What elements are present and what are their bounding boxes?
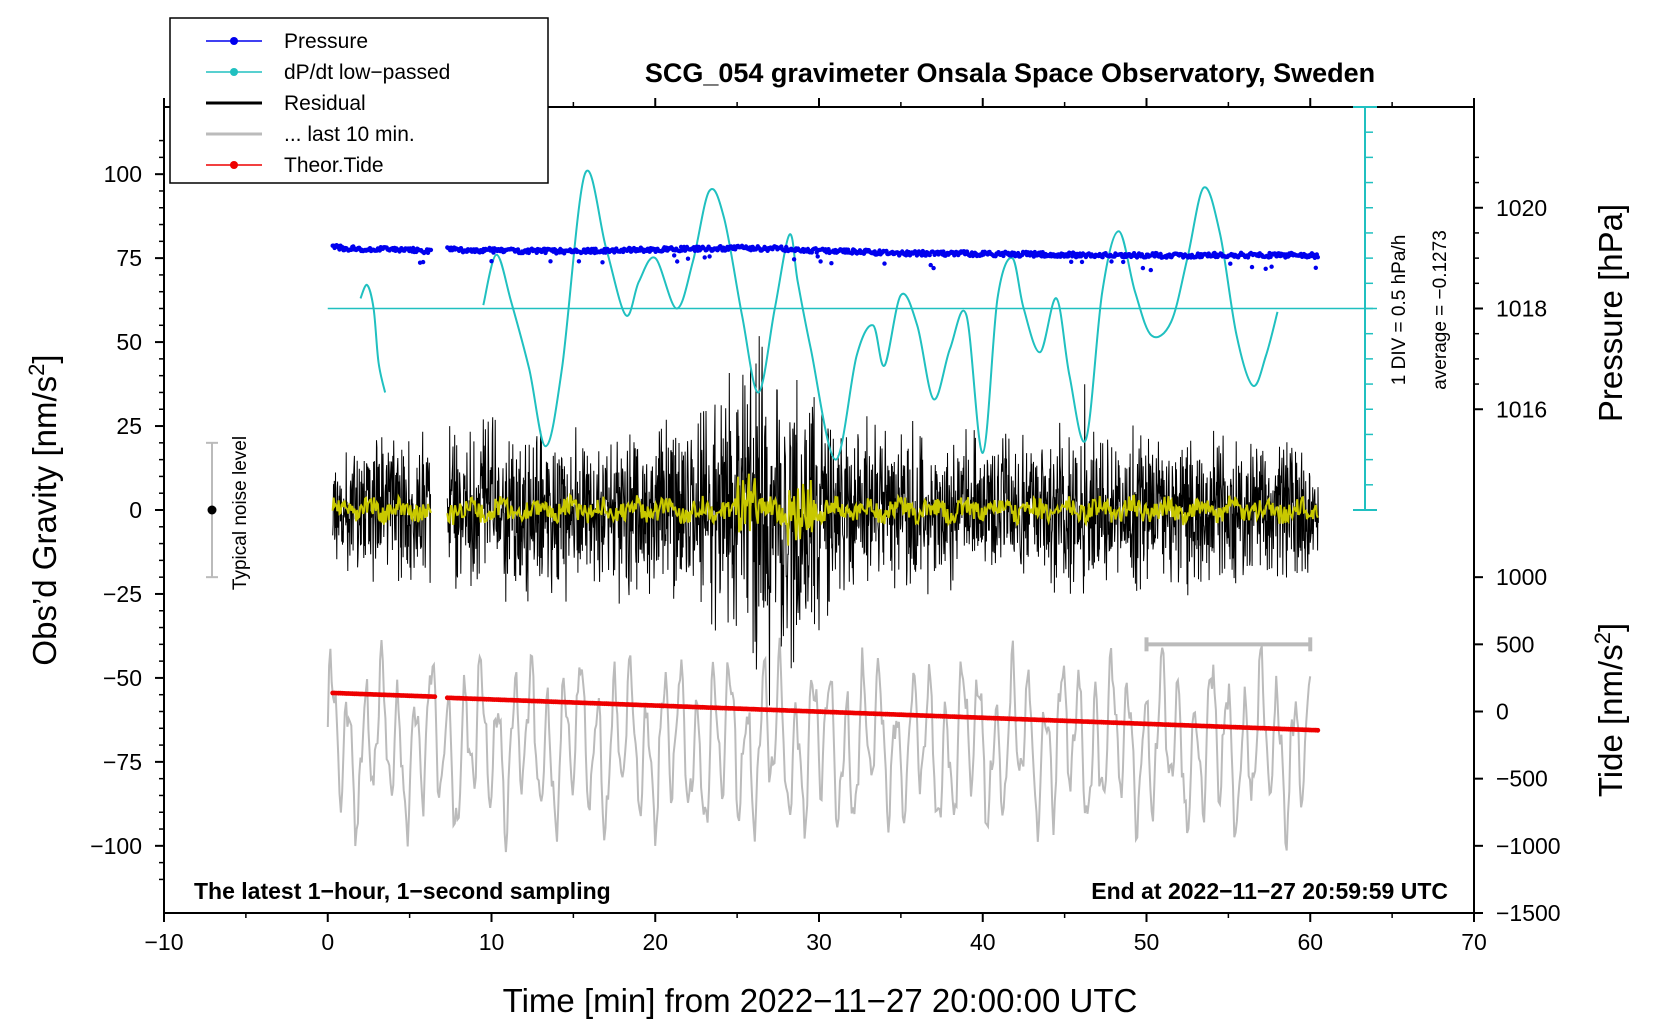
tide-tick-label: −1000 <box>1496 833 1561 859</box>
pressure-point <box>818 259 823 264</box>
legend-marker <box>230 161 238 169</box>
tide-tick-label: −500 <box>1496 766 1548 792</box>
pressure-point <box>1313 265 1319 270</box>
x-tick-label: 10 <box>479 929 505 955</box>
legend-marker <box>230 37 238 45</box>
y-axis-label-left: Obs’d Gravity [nm/s2] <box>24 354 63 665</box>
y-tick-label: −75 <box>103 749 142 775</box>
pressure-point <box>1315 255 1321 260</box>
y-tick-label: −25 <box>103 581 142 607</box>
y-tick-label: 0 <box>129 497 142 523</box>
pressure-point <box>1269 264 1274 269</box>
pressure-point <box>1158 251 1163 257</box>
y-tick-label: 25 <box>116 413 142 439</box>
x-tick-label: 40 <box>970 929 996 955</box>
x-tick-label: 60 <box>1297 929 1323 955</box>
pressure-point <box>1263 266 1268 271</box>
x-axis-label: Time [min] from 2022−11−27 20:00:00 UTC <box>503 982 1138 1019</box>
legend-label: dP/dt low−passed <box>284 61 450 84</box>
pressure-point <box>1109 259 1114 264</box>
series-residual <box>332 431 431 583</box>
pressure-point <box>1069 259 1074 264</box>
pressure-point <box>791 257 797 262</box>
y-tick-label: 100 <box>104 161 142 187</box>
pressure-point <box>685 256 691 261</box>
pressure-point <box>548 259 553 264</box>
average-label: average = −0.1273 <box>1430 230 1451 390</box>
end-time-note: End at 2022−11−27 20:59:59 UTC <box>1091 878 1448 904</box>
series-dpdt <box>359 283 387 393</box>
x-tick-label: −10 <box>144 929 183 955</box>
y-tick-label: 50 <box>116 329 142 355</box>
pressure-tick-label: 1016 <box>1496 396 1547 422</box>
pressure-point <box>1249 264 1255 270</box>
y-tick-label: −100 <box>90 833 142 859</box>
series-residual-smoothed <box>331 493 432 525</box>
pressure-point <box>702 255 707 260</box>
y-tick-label: 75 <box>116 245 142 271</box>
pressure-point <box>707 254 712 259</box>
pressure-point <box>420 259 426 265</box>
pressure-point <box>428 247 434 253</box>
pressure-point <box>931 265 936 271</box>
chart-title: SCG_054 gravimeter Onsala Space Observat… <box>645 58 1375 88</box>
noise-level-label: Typical noise level <box>230 436 251 590</box>
tide-point <box>432 694 438 700</box>
tide-point <box>1315 727 1321 733</box>
x-tick-label: 50 <box>1134 929 1160 955</box>
pressure-point <box>829 261 834 266</box>
pressure-point <box>1079 259 1085 265</box>
legend-box <box>169 17 549 184</box>
legend-label: ... last 10 min. <box>284 123 415 146</box>
pressure-point <box>849 251 855 256</box>
legend-label: Theor.Tide <box>284 154 384 177</box>
pressure-point <box>815 254 820 259</box>
series-residual <box>446 336 1319 706</box>
y-tick-label: −50 <box>103 665 142 691</box>
pressure-point <box>576 259 582 264</box>
tide-tick-label: −1500 <box>1496 900 1561 926</box>
pressure-tick-label: 1020 <box>1496 195 1547 221</box>
pressure-point <box>672 253 677 258</box>
legend-marker <box>230 68 238 76</box>
pressure-point <box>927 252 932 258</box>
legend-label: Residual <box>284 92 366 115</box>
series-dpdt <box>482 169 1279 461</box>
tide-axis-label: Tide [nm/s2] <box>1590 623 1629 797</box>
legend: Pressure dP/dt low−passed Residual ... last… <box>169 17 549 184</box>
tide-tick-label: 0 <box>1496 699 1509 725</box>
pressure-point <box>600 260 605 265</box>
div-scale-label: 1 DIV = 0.5 hPa/h <box>1389 235 1410 386</box>
series-last-10-min <box>326 637 1312 853</box>
x-tick-label: 20 <box>642 929 668 955</box>
noise-level-dot <box>207 505 217 515</box>
series-residual-smoothed <box>446 473 1319 546</box>
tide-tick-label: 1000 <box>1496 564 1547 590</box>
pressure-point <box>1140 265 1146 271</box>
x-tick-label: 0 <box>321 929 334 955</box>
pressure-point <box>941 249 946 254</box>
pressure-point <box>593 246 598 251</box>
pressure-point <box>882 261 887 266</box>
pressure-point <box>675 259 680 264</box>
pressure-tick-label: 1018 <box>1496 296 1547 322</box>
pressure-point <box>928 262 933 268</box>
pressure-point <box>1228 261 1233 266</box>
x-tick-label: 70 <box>1461 929 1487 955</box>
pressure-axis-label: Pressure [hPa] <box>1592 204 1629 422</box>
x-tick-label: 30 <box>806 929 832 955</box>
legend-label: Pressure <box>284 30 368 53</box>
pressure-point <box>1121 259 1126 265</box>
pressure-point <box>1148 267 1154 273</box>
series-layer <box>206 169 1377 853</box>
sampling-note: The latest 1−hour, 1−second sampling <box>194 878 611 904</box>
pressure-point <box>515 247 521 252</box>
tide-tick-label: 500 <box>1496 631 1534 657</box>
pressure-point <box>489 259 494 264</box>
